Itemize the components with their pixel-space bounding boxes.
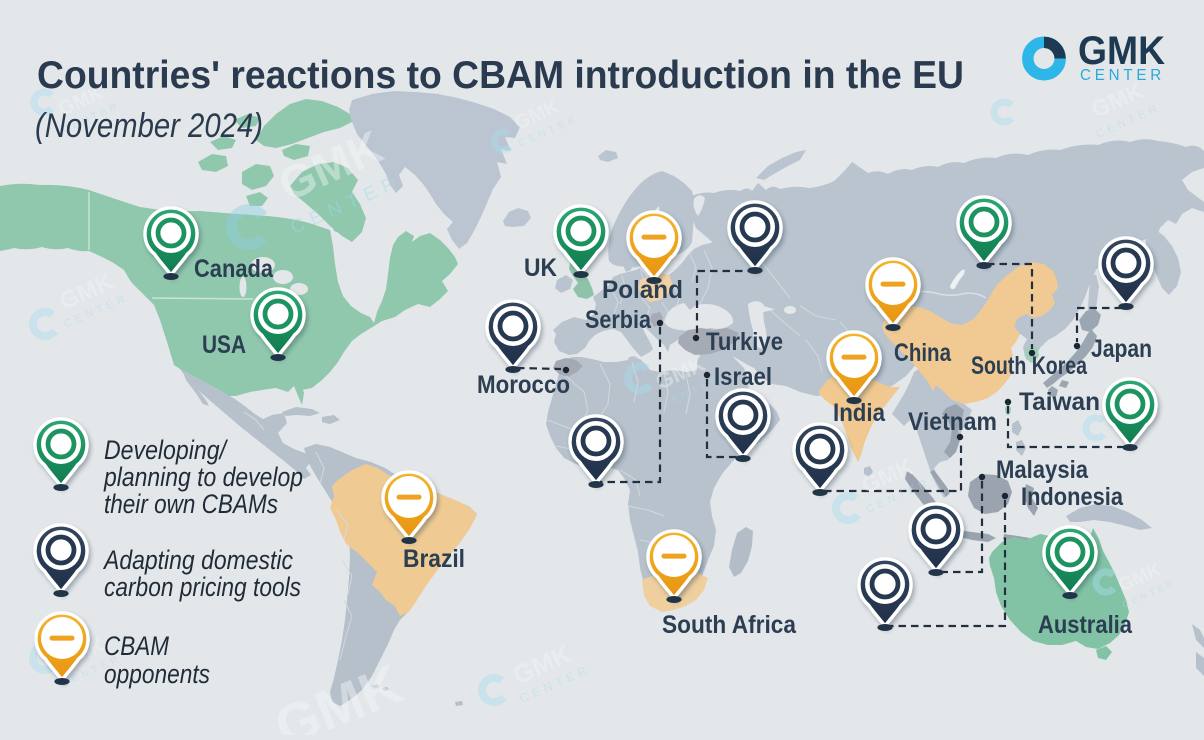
svg-text:UK: UK xyxy=(524,254,557,282)
svg-text:South Korea: South Korea xyxy=(971,352,1088,380)
svg-text:(November 2024): (November 2024) xyxy=(35,107,263,145)
svg-text:Taiwan: Taiwan xyxy=(1019,388,1100,416)
svg-text:opponents: opponents xyxy=(104,659,210,689)
svg-text:South Africa: South Africa xyxy=(662,611,797,639)
svg-text:Serbia: Serbia xyxy=(585,306,652,334)
svg-text:China: China xyxy=(894,339,952,367)
svg-text:Vietnam: Vietnam xyxy=(908,408,997,436)
svg-text:Developing/: Developing/ xyxy=(104,435,228,465)
svg-text:CBAM: CBAM xyxy=(104,631,169,661)
svg-text:Turkiye: Turkiye xyxy=(706,328,783,356)
svg-text:Australia: Australia xyxy=(1038,611,1133,639)
svg-text:their own CBAMs: their own CBAMs xyxy=(104,489,278,519)
svg-text:Adapting domestic: Adapting domestic xyxy=(102,545,293,575)
svg-text:Brazil: Brazil xyxy=(403,545,465,573)
svg-text:Indonesia: Indonesia xyxy=(1021,483,1124,511)
svg-text:GMK: GMK xyxy=(1078,29,1165,73)
svg-text:USA: USA xyxy=(202,331,246,359)
svg-text:planning to develop: planning to develop xyxy=(103,462,303,492)
svg-text:carbon pricing tools: carbon pricing tools xyxy=(104,572,301,602)
svg-text:Morocco: Morocco xyxy=(477,371,570,399)
svg-text:CENTER: CENTER xyxy=(1080,67,1165,84)
svg-text:Canada: Canada xyxy=(194,255,274,283)
svg-text:Israel: Israel xyxy=(714,363,772,391)
svg-text:Malaysia: Malaysia xyxy=(996,456,1089,484)
svg-text:Countries' reactions to CBAM i: Countries' reactions to CBAM introductio… xyxy=(37,54,964,97)
svg-text:Japan: Japan xyxy=(1091,335,1152,363)
svg-text:India: India xyxy=(833,399,886,427)
svg-text:Poland: Poland xyxy=(602,276,683,304)
